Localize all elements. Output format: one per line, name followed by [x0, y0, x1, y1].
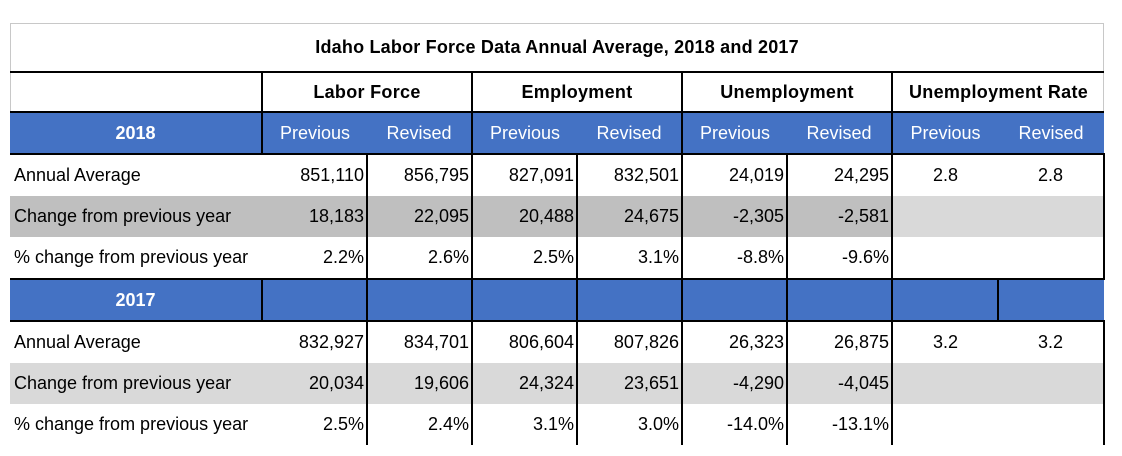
value-cell: 807,826 [577, 321, 683, 363]
value-cell: 2.6% [367, 237, 473, 279]
row-label: % change from previous year [10, 404, 262, 445]
value-cell: 24,675 [577, 196, 683, 237]
value-cell: 19,606 [367, 363, 473, 404]
rate-cell [998, 196, 1106, 237]
table-row: Annual Average 851,110 856,795 827,091 832,5… [10, 154, 1106, 196]
group-header-labor-force: Labor Force [261, 72, 472, 113]
value-cell: 20,488 [472, 196, 578, 237]
value-cell: 24,324 [472, 363, 578, 404]
year-band-cell [786, 278, 892, 322]
value-cell: 20,034 [262, 363, 368, 404]
value-cell: 26,875 [787, 321, 893, 363]
row-label: % change from previous year [10, 237, 262, 279]
value-cell: 2.4% [367, 404, 473, 445]
subheader-revised: Revised [998, 112, 1105, 155]
rate-cell [998, 363, 1106, 404]
value-cell: -2,305 [682, 196, 788, 237]
subheader-previous: Previous [681, 112, 787, 155]
year-band-cell [261, 278, 367, 322]
table-row: Change from previous year 18,183 22,095 20,… [10, 196, 1106, 237]
row-label: Change from previous year [10, 196, 262, 237]
value-cell: 3.1% [577, 237, 683, 279]
table-row: % change from previous year 2.2% 2.6% 2.5% 3… [10, 237, 1106, 279]
year-band-cell [681, 278, 787, 322]
table-title: Idaho Labor Force Data Annual Average, 2… [10, 23, 1105, 73]
table-row: Annual Average 832,927 834,701 806,604 807,8… [10, 321, 1106, 363]
rate-cell [891, 237, 998, 279]
value-cell: 856,795 [367, 154, 473, 196]
value-cell: 2.5% [262, 404, 368, 445]
subheader-previous: Previous [891, 112, 998, 155]
group-header-employment: Employment [471, 72, 682, 113]
year-label-2018: 2018 [10, 112, 262, 155]
value-cell: 24,019 [682, 154, 788, 196]
year-band-cell [366, 278, 472, 322]
value-cell: 3.0% [577, 404, 683, 445]
value-cell: -8.8% [682, 237, 788, 279]
value-cell: 2.2% [262, 237, 368, 279]
rate-cell [998, 237, 1106, 279]
value-cell: 832,501 [577, 154, 683, 196]
value-cell: 26,323 [682, 321, 788, 363]
rate-cell [998, 404, 1106, 445]
value-cell: 24,295 [787, 154, 893, 196]
value-cell: 23,651 [577, 363, 683, 404]
rate-cell: 3.2 [998, 321, 1106, 363]
group-header-unemployment-rate: Unemployment Rate [890, 72, 1105, 113]
group-header-unemployment: Unemployment [681, 72, 892, 113]
value-cell: -13.1% [787, 404, 893, 445]
subheader-previous: Previous [471, 112, 577, 155]
value-cell: -2,581 [787, 196, 893, 237]
value-cell: -9.6% [787, 237, 893, 279]
row-label: Annual Average [10, 321, 262, 363]
rate-cell [891, 404, 998, 445]
value-cell: 18,183 [262, 196, 368, 237]
value-cell: -4,045 [787, 363, 893, 404]
value-cell: 832,927 [262, 321, 368, 363]
table-row: Change from previous year 20,034 19,606 24,… [10, 363, 1106, 404]
labor-force-table: Idaho Labor Force Data Annual Average, 2… [10, 23, 1106, 445]
row-label: Change from previous year [10, 363, 262, 404]
rate-cell [891, 363, 998, 404]
value-cell: 851,110 [262, 154, 368, 196]
year-band-cell [471, 278, 577, 322]
value-cell: -4,290 [682, 363, 788, 404]
year-label-2017: 2017 [10, 278, 262, 322]
value-cell: -14.0% [682, 404, 788, 445]
subheader-previous: Previous [261, 112, 367, 155]
year-band-cell [576, 278, 682, 322]
value-cell: 3.1% [472, 404, 578, 445]
value-cell: 834,701 [367, 321, 473, 363]
subheader-revised: Revised [787, 112, 892, 155]
rate-cell: 2.8 [998, 154, 1106, 196]
rate-cell: 3.2 [891, 321, 998, 363]
group-header-blank [10, 72, 262, 113]
rate-cell: 2.8 [891, 154, 998, 196]
row-label: Annual Average [10, 154, 262, 196]
table-row: % change from previous year 2.5% 2.4% 3.1% 3… [10, 404, 1106, 445]
rate-cell [891, 196, 998, 237]
year-band-cell [996, 278, 1105, 322]
value-cell: 22,095 [367, 196, 473, 237]
year-band-cell [891, 278, 998, 322]
subheader-revised: Revised [367, 112, 472, 155]
value-cell: 827,091 [472, 154, 578, 196]
value-cell: 806,604 [472, 321, 578, 363]
subheader-revised: Revised [577, 112, 682, 155]
value-cell: 2.5% [472, 237, 578, 279]
